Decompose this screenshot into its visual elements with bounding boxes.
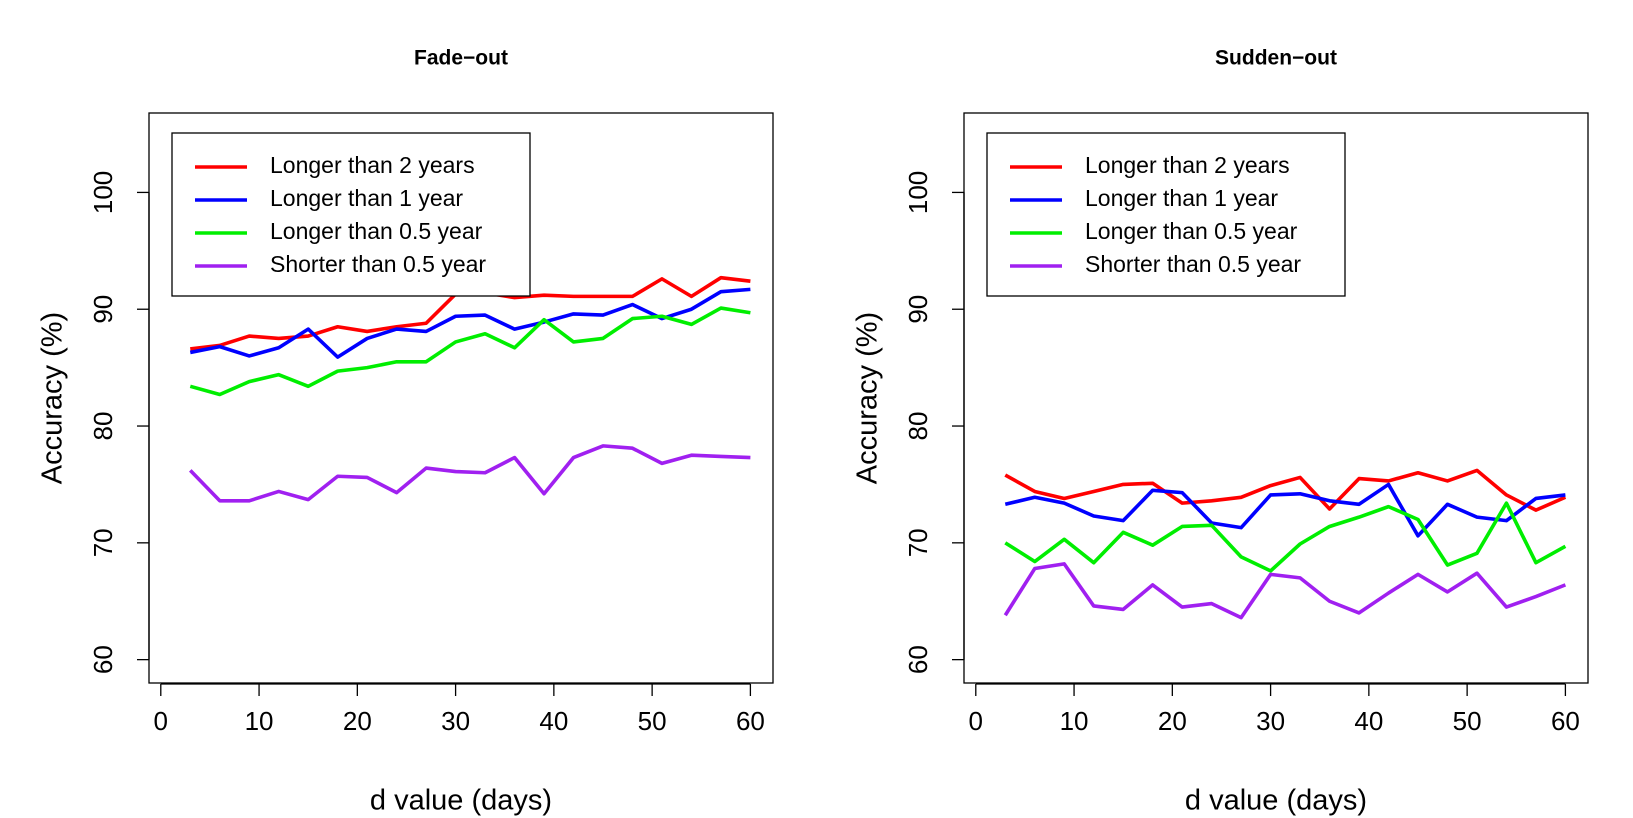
legend-label: Longer than 1 year [270,185,463,211]
legend-label: Longer than 1 year [1085,185,1278,211]
y-tick-label: 70 [88,528,118,557]
y-tick-label: 80 [88,412,118,441]
x-tick-label: 40 [539,706,568,736]
y-tick-label: 60 [88,645,118,674]
x-tick-label: 20 [343,706,372,736]
y-tick-label: 90 [88,295,118,324]
x-tick-label: 10 [245,706,274,736]
series-line [1003,562,1567,620]
series-line [1004,501,1567,573]
x-axis-label: d value (days) [370,785,552,817]
series-line [1004,482,1566,538]
legend-label: Longer than 2 years [1085,152,1290,178]
series-line [1004,468,1567,512]
x-tick-label: 30 [441,706,470,736]
legend-label: Longer than 0.5 year [1085,218,1298,244]
y-tick-label: 60 [903,645,933,674]
x-tick-label: 60 [1551,706,1580,736]
y-tick-label: 100 [88,171,118,214]
y-axis-label: Accuracy (%) [37,312,69,484]
y-tick-label: 70 [903,528,933,557]
panel: Fade−out 0 10 20 30 40 50 60 60 70 80 90 100 d value … [37,47,774,817]
chart-title: Sudden−out [1215,47,1337,70]
x-tick-label: 50 [1453,706,1482,736]
legend-label: Longer than 2 years [270,152,475,178]
chart-title: Fade−out [414,47,508,70]
legend-frame [986,132,1346,297]
panel: Sudden−out 0 10 20 30 40 50 60 60 70 80 90 100 d valu… [852,47,1589,817]
x-tick-label: 10 [1060,706,1089,736]
series-line [188,444,751,503]
x-tick-label: 60 [736,706,765,736]
x-tick-label: 40 [1354,706,1383,736]
x-tick-label: 50 [638,706,667,736]
y-tick-label: 100 [903,171,933,214]
x-axis-label: d value (days) [1185,785,1367,817]
y-tick-label: 80 [903,412,933,441]
x-tick-label: 20 [1158,706,1187,736]
x-tick-label: 30 [1256,706,1285,736]
y-tick-label: 90 [903,295,933,324]
series-line [189,287,751,359]
legend-frame [171,132,531,297]
x-tick-label: 0 [154,706,168,736]
y-axis-label: Accuracy (%) [852,312,884,484]
series-line [189,306,751,397]
legend-label: Longer than 0.5 year [270,218,483,244]
legend-label: Shorter than 0.5 year [270,251,486,277]
legend-label: Shorter than 0.5 year [1085,251,1301,277]
x-tick-label: 0 [969,706,983,736]
